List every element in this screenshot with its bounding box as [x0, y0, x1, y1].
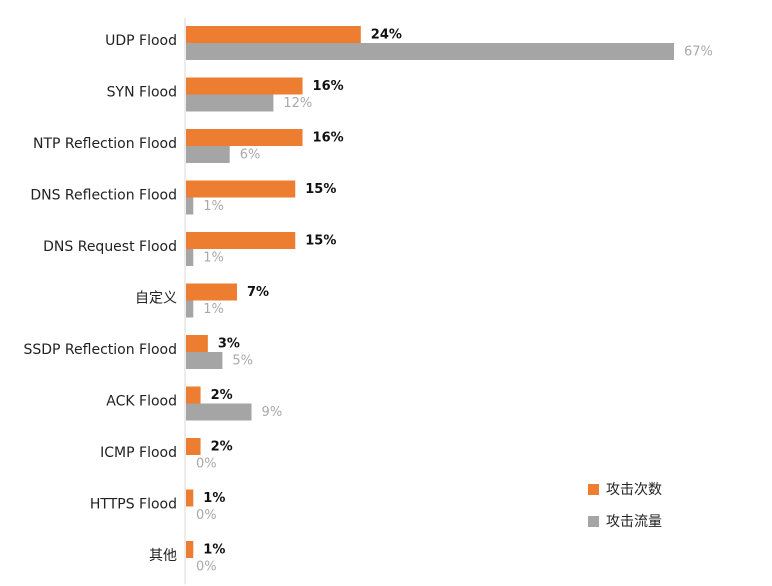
attack-count-bar [186, 489, 194, 507]
attack-traffic-bar [186, 197, 194, 215]
attack-traffic-bar [186, 249, 194, 266]
attack-traffic-bar [186, 94, 274, 112]
attack-traffic-data-label: 9% [262, 405, 283, 420]
attack-traffic-data-label: 12% [283, 96, 312, 111]
category-tick-label: HTTPS Flood [90, 496, 177, 512]
attack-count-data-label: 15% [305, 182, 336, 197]
category-tick-label: UDP Flood [105, 33, 177, 49]
category-axis: UDP Flood SYN Flood NTP Reflection Flood DN… [23, 18, 186, 585]
attack-count-data-label: 2% [211, 388, 233, 403]
attack-count-bar [186, 129, 303, 146]
attack-traffic-data-label: 1% [203, 199, 224, 214]
category-tick-label: SSDP Reflection Flood [23, 342, 177, 358]
attack-count-bar [186, 283, 237, 301]
category-tick-label: 其他 [149, 548, 177, 564]
legend-swatch-attack-traffic [588, 516, 599, 527]
attack-count-data-label: 2% [211, 440, 233, 455]
attack-traffic-data-label: 1% [203, 251, 224, 266]
attack-traffic-data-label: 6% [240, 148, 261, 163]
legend-label-attack-traffic: 攻击流量 [606, 514, 662, 530]
attack-traffic-bar [186, 352, 223, 369]
attack-count-bar [186, 438, 201, 455]
attack-count-bar [186, 26, 361, 43]
category-tick-label: DNS Reflection Flood [30, 187, 177, 203]
category-tick-label: DNS Request Flood [43, 239, 177, 255]
value-labels: 24%67%16%12%16%6%15%1%15%1%7%1%3%5%2%9%2… [196, 28, 713, 575]
legend-label-attack-count: 攻击次数 [606, 482, 662, 498]
bars [186, 26, 674, 558]
category-tick-label: ICMP Flood [100, 445, 177, 461]
attack-count-data-label: 1% [203, 491, 225, 506]
attack-count-bar [186, 77, 303, 95]
attack-count-bar [186, 180, 296, 198]
category-tick-label: NTP Reflection Flood [33, 136, 177, 152]
attack-count-data-label: 16% [313, 79, 344, 94]
attack-count-bar [186, 541, 194, 558]
attack-traffic-bar [186, 403, 252, 421]
attack-traffic-data-label: 0% [196, 457, 217, 472]
attack-count-data-label: 16% [313, 131, 344, 146]
attack-traffic-data-label: 0% [196, 560, 217, 575]
attack-traffic-bar [186, 300, 194, 318]
attack-count-bar [186, 386, 201, 404]
attack-count-data-label: 3% [218, 337, 240, 352]
attack-traffic-data-label: 5% [232, 354, 253, 369]
attack-traffic-bar [186, 43, 674, 60]
category-tick-label: ACK Flood [106, 393, 177, 409]
attack-count-bar [186, 232, 296, 249]
attack-traffic-data-label: 0% [196, 508, 217, 523]
attack-count-bar [186, 335, 208, 352]
category-tick-label: SYN Flood [107, 84, 177, 100]
attack-traffic-data-label: 1% [203, 302, 224, 317]
attack-count-data-label: 24% [371, 28, 402, 43]
attack-count-data-label: 15% [305, 234, 336, 249]
attack-traffic-data-label: 67% [684, 45, 713, 60]
attack-count-data-label: 7% [247, 285, 269, 300]
attack-count-data-label: 1% [203, 543, 225, 558]
category-tick-label: 自定义 [135, 290, 177, 306]
legend-swatch-attack-count [588, 484, 599, 495]
attack-traffic-bar [186, 146, 230, 163]
